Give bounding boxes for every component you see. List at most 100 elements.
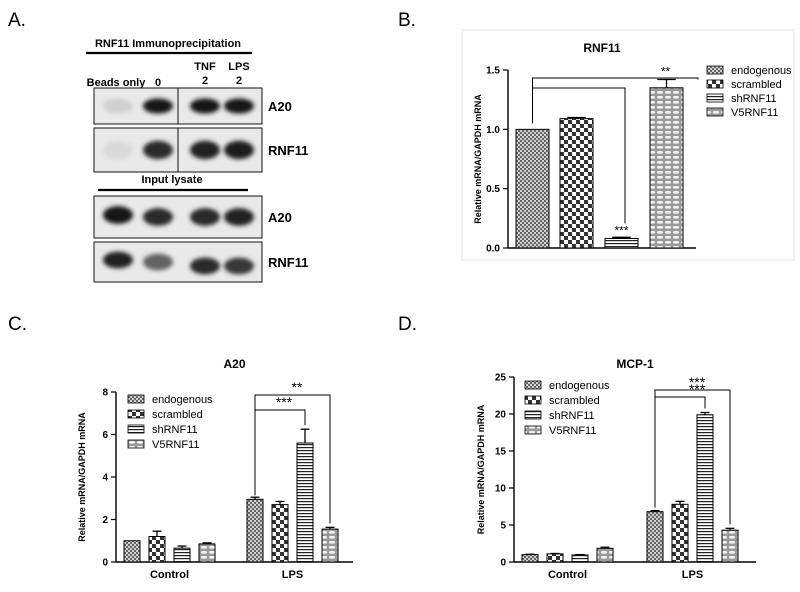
y-tick-label: 25 — [495, 373, 507, 384]
chart-title: MCP-1 — [616, 357, 654, 371]
blot-band — [224, 208, 254, 226]
legend-label: shRNF11 — [152, 424, 198, 436]
bar — [559, 118, 594, 249]
blot-band — [103, 140, 133, 160]
blot-strips: A20 RNF11 A20 RNF11 — [93, 87, 308, 283]
blot-band — [190, 140, 220, 160]
legend-label: shRNF11 — [549, 410, 595, 422]
y-tick-label: 10 — [495, 484, 507, 495]
blot-band — [190, 208, 220, 226]
lane-label: 2 — [236, 75, 242, 87]
y-tick-label: 0 — [500, 558, 506, 569]
x-category-label: Control — [150, 569, 189, 581]
x-category-label: LPS — [682, 569, 703, 581]
western-blot: RNF11 Immunoprecipitation Beads only 0 TNF… — [86, 38, 308, 283]
bar — [321, 528, 339, 563]
bar — [521, 554, 539, 563]
bar — [271, 504, 289, 563]
bar — [646, 511, 664, 563]
bar — [671, 503, 689, 563]
y-tick-label: 0 — [102, 558, 108, 569]
x-category-label: Control — [548, 569, 587, 581]
blot-band-label: A20 — [268, 210, 292, 225]
legend-label: V5RNF11 — [731, 107, 778, 119]
y-axis-label: Relative mRNA/GAPDH mRNA — [77, 412, 87, 542]
bar — [198, 543, 216, 563]
legend-label: endogenous — [731, 65, 792, 77]
y-tick-label: 0.0 — [486, 244, 500, 255]
y-axis-label: Relative mRNA/GAPDH mRNA — [476, 404, 486, 534]
legend-label: scrambled — [731, 79, 782, 91]
blot-strip: A20 — [93, 87, 292, 125]
blot-band — [190, 98, 220, 114]
significance-mark: *** — [276, 394, 293, 410]
bar — [696, 414, 714, 563]
bar — [515, 128, 550, 249]
legend-label: scrambled — [549, 395, 600, 407]
bar — [148, 536, 166, 563]
significance-mark: *** — [689, 374, 706, 390]
significance-bracket — [654, 396, 706, 508]
ip-title: RNF11 Immunoprecipitation — [95, 38, 241, 50]
x-category-label: LPS — [282, 569, 303, 581]
bar — [596, 547, 614, 563]
legend-swatch — [524, 410, 542, 420]
bar — [296, 442, 314, 563]
blot-band — [224, 98, 254, 114]
bar — [173, 547, 191, 563]
blot-band-label: A20 — [268, 99, 292, 114]
bar — [649, 87, 684, 249]
significance-mark: *** — [614, 223, 628, 237]
significance-bracket — [254, 409, 306, 496]
blot-band-label: RNF11 — [268, 255, 308, 270]
chart-title: RNF11 — [583, 41, 621, 55]
blot-band — [190, 257, 220, 275]
legend-label: endogenous — [152, 394, 213, 406]
blot-band — [103, 251, 133, 269]
blot-band — [143, 98, 173, 114]
lane-label: Beads only — [87, 77, 147, 89]
panel-letter-a: A. — [8, 10, 26, 31]
blot-band — [143, 140, 173, 160]
legend-label: scrambled — [152, 409, 203, 421]
lane-label: TNF — [194, 61, 216, 73]
legend-swatch — [524, 425, 542, 435]
significance-mark: *** — [689, 381, 706, 397]
panel-letter-c: C. — [8, 314, 27, 335]
panel-letter-d: D. — [398, 314, 417, 335]
legend-label: shRNF11 — [731, 93, 777, 105]
chart-b-frame — [461, 29, 795, 261]
legend-swatch — [127, 394, 145, 404]
bar — [604, 238, 639, 249]
significance-mark: ** — [292, 379, 303, 395]
lane-label: 0 — [155, 77, 161, 89]
legend-label: endogenous — [549, 380, 610, 392]
legend-swatch — [127, 409, 145, 419]
y-tick-label: 15 — [495, 447, 507, 458]
blot-band — [143, 253, 173, 271]
legend-swatch — [706, 65, 724, 75]
y-tick-label: 4 — [102, 473, 108, 484]
legend-swatch — [706, 107, 724, 117]
bar — [721, 529, 739, 563]
blot-band — [143, 208, 173, 226]
blot-strip: RNF11 — [93, 127, 308, 173]
chart-mcp1: 0 5 10 15 20 25 MCP-1 Relative mRNA/GAPDH mRNA C… — [476, 357, 756, 581]
bar — [546, 553, 564, 563]
legend-swatch — [127, 439, 145, 449]
blot-band-label: RNF11 — [268, 143, 308, 158]
legend-swatch — [524, 395, 542, 405]
blot-band — [103, 98, 133, 114]
y-tick-label: 5 — [500, 521, 506, 532]
bar — [571, 554, 589, 563]
y-tick-label: 20 — [495, 410, 507, 421]
blot-band — [224, 257, 254, 275]
lane-label: 2 — [202, 75, 208, 87]
significance-bracket — [532, 87, 626, 224]
blot-band — [103, 206, 133, 224]
chart-rnf11: 0.0 0.5 1.0 1.5 RNF11 Relative mRNA/GAPDH mRN… — [473, 41, 792, 255]
y-tick-label: 0.5 — [486, 184, 500, 195]
chart-a20: 0 2 4 6 8 A20 Relative mRNA/GAPDH mRNA Control L… — [77, 357, 353, 581]
